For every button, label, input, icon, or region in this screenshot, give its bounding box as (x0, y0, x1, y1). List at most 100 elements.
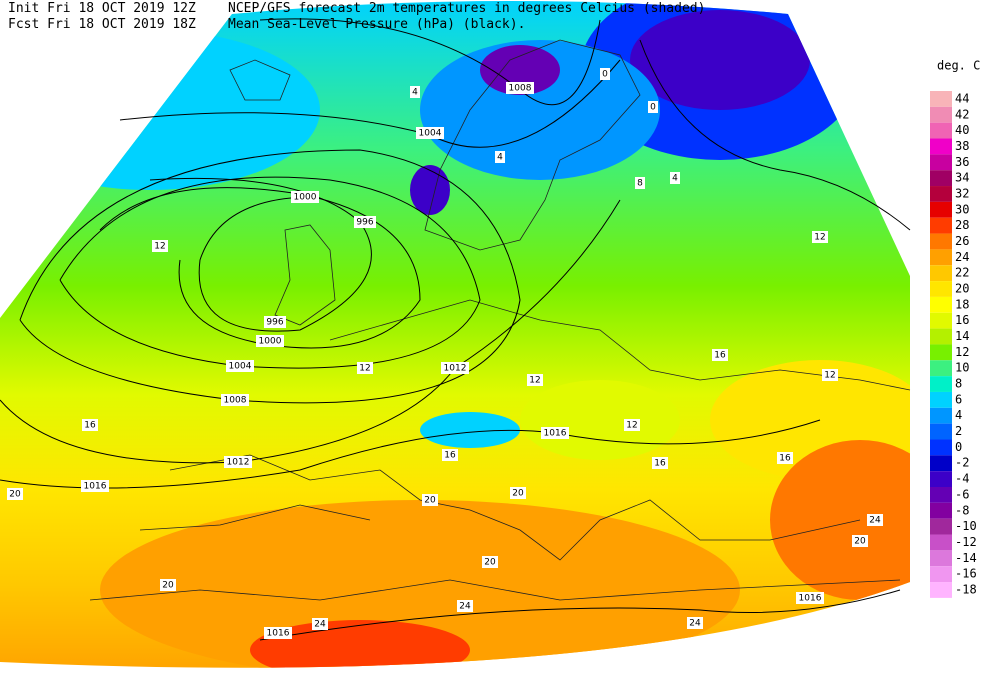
map-label: 1004 (419, 129, 442, 139)
map-label-box (410, 86, 420, 98)
map-label-box (7, 488, 23, 500)
legend-swatch (930, 439, 952, 456)
map-label-box (624, 419, 640, 431)
legend-swatch (930, 312, 952, 329)
map-label: 1004 (229, 362, 252, 372)
map-label: 16 (654, 459, 666, 469)
map-label: 16 (779, 454, 791, 464)
map-label-box (264, 316, 286, 328)
legend-label: -4 (955, 472, 969, 486)
map-label: 1000 (259, 337, 282, 347)
legend-swatch (930, 138, 952, 155)
map-label-box (670, 172, 680, 184)
map-label-box (648, 101, 658, 113)
legend-title: deg. C (937, 59, 980, 73)
map-label-box (600, 68, 610, 80)
map-label: 12 (626, 421, 637, 431)
map-label-box (635, 177, 645, 189)
map-label: 12 (359, 364, 370, 374)
legend-label: 38 (955, 139, 969, 153)
legend-label: 10 (955, 361, 969, 375)
map-label-box (160, 579, 176, 591)
legend-swatch (930, 455, 952, 472)
map-label: 20 (162, 581, 174, 591)
map-label: 4 (497, 153, 503, 163)
legend-label: -16 (955, 567, 977, 581)
map-label-box (81, 480, 109, 492)
legend-swatch (930, 344, 952, 361)
legend-label: -6 (955, 487, 969, 501)
temperature-field (0, 1, 910, 668)
map-label-box (82, 419, 98, 431)
legend-label: -12 (955, 535, 977, 549)
legend-swatch (930, 296, 952, 313)
map-label-box (495, 151, 505, 163)
legend-swatch (930, 217, 952, 234)
legend-label: 30 (955, 202, 969, 216)
map-label-box (291, 191, 319, 203)
legend-swatch (930, 249, 952, 266)
map-label: 4 (412, 88, 418, 98)
legend-label: 42 (955, 107, 969, 121)
map-label-box (687, 617, 703, 629)
map-label: 24 (459, 602, 471, 612)
legend-swatch (930, 534, 952, 551)
map-label: 20 (424, 496, 436, 506)
legend-swatch (930, 106, 952, 123)
map-label-box (867, 514, 883, 526)
map-label: 4 (672, 174, 678, 184)
map-label-box (852, 535, 868, 547)
map-label-box (224, 456, 252, 468)
legend-label: -8 (955, 503, 969, 517)
map-label: 1008 (224, 396, 247, 406)
map-label-box (422, 494, 438, 506)
legend-swatch (930, 328, 952, 345)
map-label: 1016 (799, 594, 822, 604)
legend-label: 34 (955, 171, 969, 185)
legend-swatch (930, 376, 952, 392)
map-label: 8 (637, 179, 643, 189)
map-label-box (442, 449, 458, 461)
map-label-box (221, 394, 249, 406)
legend-label: 20 (955, 282, 969, 296)
map-label-box (256, 335, 284, 347)
legend-label: 24 (955, 250, 969, 264)
title-line-2: Mean Sea-Level Pressure (hPa) (black). (228, 17, 525, 32)
legend-swatch (930, 170, 952, 187)
map-label: 12 (814, 233, 825, 243)
legend-swatch (930, 154, 952, 171)
map-label: 20 (9, 490, 21, 500)
map-label-box (796, 592, 824, 604)
legend-label: 14 (955, 329, 969, 343)
map-label-box (457, 600, 473, 612)
map-label-box (416, 127, 444, 139)
legend-label: 0 (955, 440, 962, 454)
legend-label: 4 (955, 408, 962, 422)
init-time: Init Fri 18 OCT 2019 12Z (8, 1, 196, 16)
legend-swatch (930, 423, 952, 440)
map-label-box (812, 231, 828, 243)
legend-swatch (930, 518, 952, 535)
map-label-box (541, 427, 569, 439)
legend-label: 28 (955, 218, 969, 232)
legend: 4442403836343230282624222018161412108642… (930, 91, 977, 598)
legend-label: 36 (955, 155, 969, 169)
map-label: 0 (650, 103, 656, 113)
map-label-box (482, 556, 498, 568)
map-label: 1000 (294, 193, 317, 203)
map-label-box (226, 360, 254, 372)
map-label: 20 (512, 489, 524, 499)
map-label: 24 (869, 516, 881, 526)
legend-label: 12 (955, 345, 969, 359)
legend-label: 22 (955, 266, 969, 280)
legend-label: 40 (955, 123, 969, 137)
map-label-box (510, 487, 526, 499)
map-label-box (777, 452, 793, 464)
map-label: 12 (529, 376, 540, 386)
legend-swatch (930, 265, 952, 282)
legend-label: 2 (955, 424, 962, 438)
forecast-time: Fcst Fri 18 OCT 2019 18Z (8, 17, 196, 32)
map-label: 1012 (227, 458, 250, 468)
legend-swatch (930, 122, 952, 139)
